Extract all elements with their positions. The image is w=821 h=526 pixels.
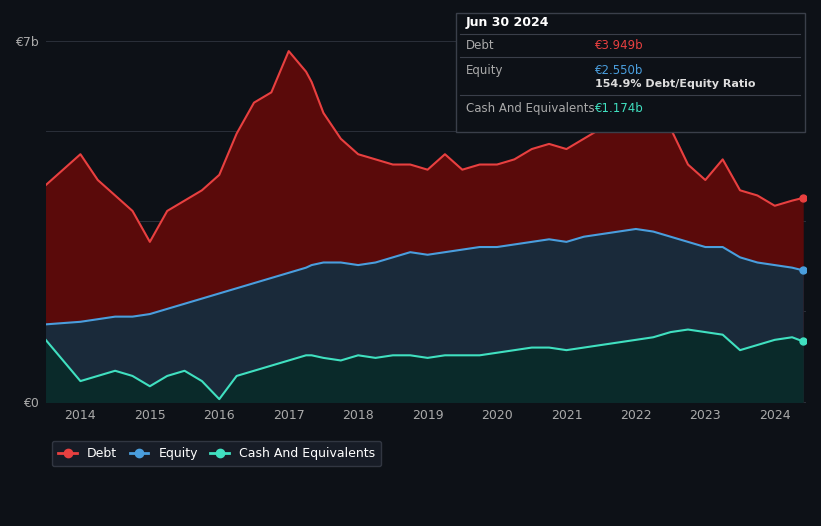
- Text: Jun 30 2024: Jun 30 2024: [466, 16, 549, 29]
- Text: €1.174b: €1.174b: [595, 102, 644, 115]
- Text: Equity: Equity: [466, 64, 503, 77]
- Text: Cash And Equivalents: Cash And Equivalents: [466, 102, 594, 115]
- Legend: Debt, Equity, Cash And Equivalents: Debt, Equity, Cash And Equivalents: [52, 441, 382, 466]
- Text: €2.550b: €2.550b: [595, 64, 644, 77]
- Text: €3.949b: €3.949b: [595, 39, 644, 52]
- Text: 154.9% Debt/Equity Ratio: 154.9% Debt/Equity Ratio: [595, 79, 755, 89]
- Text: Debt: Debt: [466, 39, 494, 52]
